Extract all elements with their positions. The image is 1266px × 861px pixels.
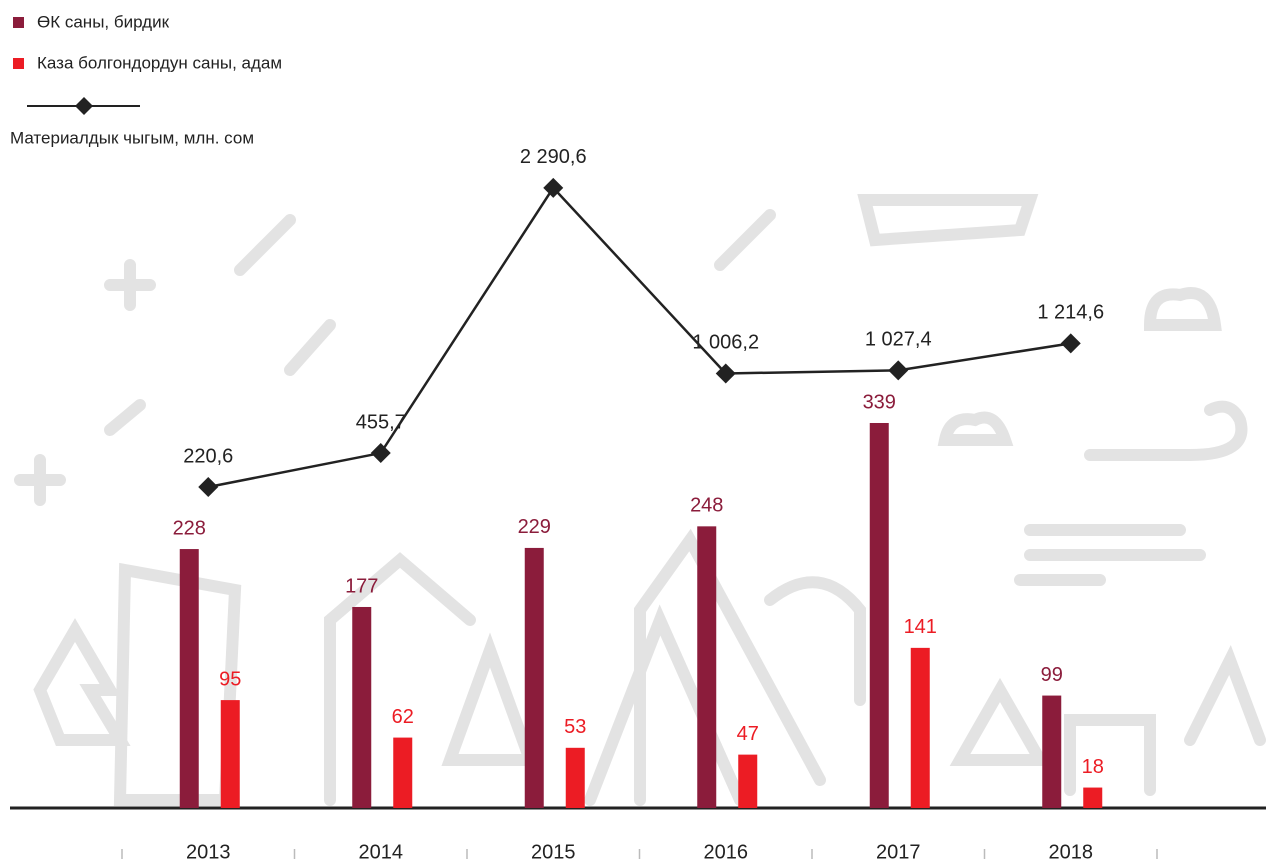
x-tick-label: 2013 — [186, 841, 231, 861]
bar — [911, 648, 930, 808]
bar — [352, 607, 371, 808]
x-tick-label: 2018 — [1049, 841, 1094, 861]
data-label: 62 — [392, 706, 414, 728]
bar — [697, 526, 716, 808]
x-tick-label: 2017 — [876, 841, 921, 861]
line-marker — [1061, 333, 1081, 353]
bar — [525, 548, 544, 808]
data-label: 455,7 — [356, 411, 406, 433]
data-label: 1 006,2 — [692, 332, 759, 354]
legend-label: Каза болгондордун саны, адам — [37, 53, 282, 72]
data-label: 99 — [1041, 664, 1063, 686]
background-illustration — [20, 200, 1260, 800]
line-marker — [888, 360, 908, 380]
bar — [738, 755, 757, 808]
legend-swatch — [13, 17, 24, 28]
bar — [566, 748, 585, 808]
line-marker — [198, 477, 218, 497]
legend-label: ӨК саны, бирдик — [37, 12, 170, 31]
data-label: 229 — [518, 516, 551, 538]
x-tick-label: 2016 — [704, 841, 749, 861]
legend-marker — [75, 97, 93, 115]
x-tick-label: 2015 — [531, 841, 576, 861]
bar — [221, 700, 240, 808]
chart: ӨК саны, бирдик Каза болгондордун саны, … — [0, 0, 1266, 861]
bar — [870, 423, 889, 808]
data-label: 2 290,6 — [520, 146, 587, 168]
data-label: 248 — [690, 495, 723, 517]
bar — [1042, 696, 1061, 808]
bar — [1083, 788, 1102, 808]
data-label: 53 — [564, 716, 586, 738]
data-label: 339 — [863, 391, 896, 413]
data-label: 220,6 — [183, 445, 233, 467]
data-label: 18 — [1082, 756, 1104, 778]
bar — [180, 549, 199, 808]
x-tick-label: 2014 — [359, 841, 404, 861]
data-label: 47 — [737, 723, 759, 745]
data-label: 228 — [173, 517, 206, 539]
legend: ӨК саны, бирдик Каза болгондордун саны, … — [10, 12, 282, 147]
legend-swatch — [13, 58, 24, 69]
line-marker — [371, 443, 391, 463]
data-label: 1 027,4 — [865, 329, 932, 351]
data-label: 95 — [219, 668, 241, 690]
data-label: 141 — [904, 616, 937, 638]
data-label: 1 214,6 — [1037, 302, 1104, 324]
bar — [393, 738, 412, 808]
legend-label: Материалдык чыгым, млн. сом — [10, 128, 254, 147]
data-label: 177 — [345, 575, 378, 597]
